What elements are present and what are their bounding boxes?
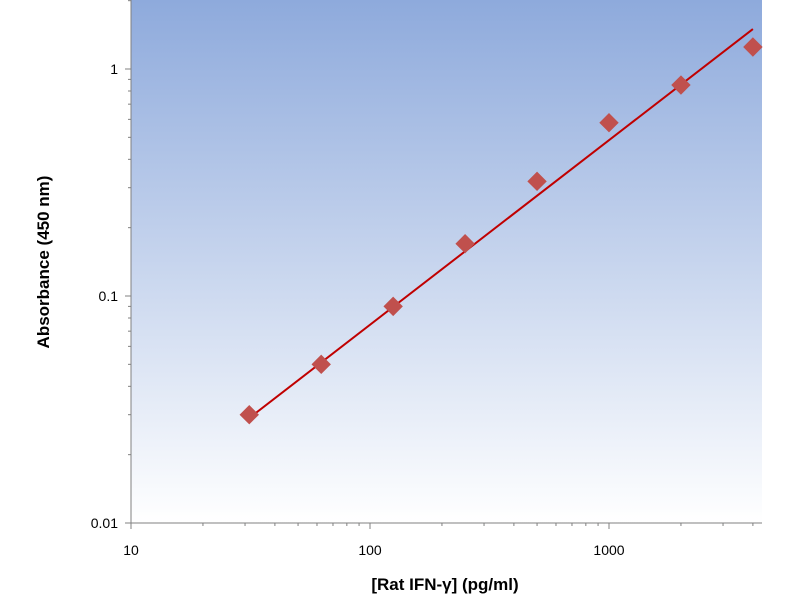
data-point-diamond: [527, 171, 547, 192]
data-point-diamond: [743, 37, 763, 57]
data-point-diamond: [455, 233, 475, 254]
data-point-diamond: [671, 75, 691, 95]
plot-area: [131, 0, 762, 523]
axes: [125, 0, 762, 529]
x-axis-title: [Rat IFN-γ] (pg/ml): [371, 575, 518, 594]
data-points: [239, 37, 763, 425]
x-tick-label: 10: [123, 542, 139, 558]
trendline-group: [248, 28, 754, 419]
data-point-diamond: [311, 354, 331, 375]
data-point-diamond: [383, 296, 403, 317]
y-tick-label: 0.1: [99, 288, 119, 304]
data-point-diamond: [239, 404, 259, 425]
y-axis-title: Absorbance (450 nm): [34, 176, 53, 349]
x-tick-label: 1000: [593, 542, 624, 558]
tick-labels: 10 100 1000 0.01 0.1 1: [91, 61, 625, 558]
trendline: [248, 28, 754, 419]
data-point-diamond: [599, 112, 619, 133]
x-tick-label: 100: [358, 542, 382, 558]
y-tick-label: 0.01: [91, 515, 118, 531]
y-tick-label: 1: [110, 61, 118, 77]
